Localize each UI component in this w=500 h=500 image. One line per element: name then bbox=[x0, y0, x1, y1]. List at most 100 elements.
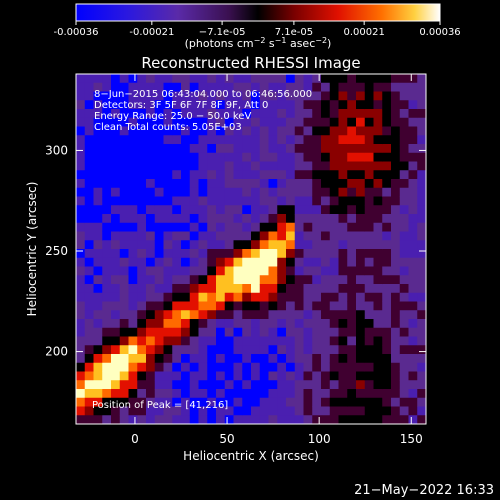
heatmap-cell bbox=[268, 327, 278, 337]
heatmap-cell bbox=[408, 389, 418, 399]
heatmap-cell bbox=[189, 117, 199, 127]
heatmap-cell bbox=[84, 74, 94, 84]
heatmap-cell bbox=[207, 301, 217, 311]
heatmap-cell bbox=[417, 319, 426, 329]
heatmap-cell bbox=[102, 196, 112, 206]
heatmap-cell bbox=[391, 205, 401, 215]
heatmap-cell bbox=[399, 109, 409, 119]
heatmap-cell bbox=[286, 319, 296, 329]
heatmap-cell bbox=[347, 82, 357, 92]
heatmap-cell bbox=[128, 345, 138, 355]
heatmap-cell bbox=[154, 319, 164, 329]
heatmap-cell bbox=[216, 284, 226, 294]
heatmap-cell bbox=[277, 415, 287, 424]
heatmap-cell bbox=[364, 415, 374, 424]
heatmap-cell bbox=[84, 100, 94, 110]
heatmap-cell bbox=[102, 275, 112, 285]
heatmap-cell bbox=[111, 179, 121, 189]
heatmap-cell bbox=[198, 319, 208, 329]
heatmap-cell bbox=[391, 319, 401, 329]
heatmap-cell bbox=[408, 284, 418, 294]
heatmap-cell bbox=[417, 249, 426, 259]
heatmap-cell bbox=[181, 380, 191, 390]
heatmap-cell bbox=[146, 415, 156, 424]
heatmap-cell bbox=[268, 109, 278, 119]
heatmap-cell bbox=[417, 380, 426, 390]
heatmap-cell bbox=[224, 380, 234, 390]
heatmap-cell bbox=[277, 187, 287, 197]
heatmap-cell bbox=[408, 205, 418, 215]
heatmap-cell bbox=[207, 389, 217, 399]
heatmap-cell bbox=[189, 371, 199, 381]
heatmap-cell bbox=[373, 231, 383, 241]
heatmap-cell bbox=[102, 406, 112, 416]
heatmap-cell bbox=[312, 144, 322, 154]
heatmap-cell bbox=[146, 240, 156, 250]
heatmap-cell bbox=[128, 74, 138, 84]
heatmap-cell bbox=[233, 362, 243, 372]
heatmap-cell bbox=[137, 345, 147, 355]
heatmap-cell bbox=[329, 301, 339, 311]
heatmap-cell bbox=[373, 161, 383, 171]
heatmap-cell bbox=[146, 371, 156, 381]
heatmap-cell bbox=[128, 292, 138, 302]
heatmap-cell bbox=[417, 179, 426, 189]
heatmap-cell bbox=[216, 249, 226, 259]
heatmap-cell bbox=[373, 240, 383, 250]
heatmap-cell bbox=[198, 240, 208, 250]
heatmap-cell bbox=[224, 100, 234, 110]
heatmap-cell bbox=[146, 292, 156, 302]
heatmap-cell bbox=[417, 406, 426, 416]
heatmap-cell bbox=[242, 415, 252, 424]
heatmap-cell bbox=[277, 266, 287, 276]
heatmap-cell bbox=[154, 354, 164, 364]
heatmap-cell bbox=[329, 91, 339, 101]
heatmap-cell bbox=[102, 222, 112, 232]
heatmap-cell bbox=[93, 196, 103, 206]
heatmap-cell bbox=[321, 170, 331, 180]
heatmap-cell bbox=[373, 117, 383, 127]
heatmap-cell bbox=[146, 196, 156, 206]
heatmap-cell bbox=[207, 362, 217, 372]
heatmap-cell bbox=[382, 117, 392, 127]
heatmap-cell bbox=[111, 170, 121, 180]
heatmap-cell bbox=[84, 205, 94, 215]
heatmap-cell bbox=[93, 74, 103, 84]
colorbar: -0.00036 -0.00021 −7.1e-05 7.1e-05 0.00021 0.… bbox=[54, 3, 461, 50]
heatmap-cell bbox=[329, 100, 339, 110]
heatmap-cell bbox=[233, 161, 243, 171]
heatmap-cell bbox=[347, 275, 357, 285]
heatmap-cell bbox=[312, 91, 322, 101]
heatmap-cell bbox=[111, 222, 121, 232]
heatmap-cell bbox=[216, 126, 226, 136]
heatmap-cell bbox=[189, 126, 199, 136]
heatmap-cell bbox=[233, 100, 243, 110]
heatmap-cell bbox=[391, 196, 401, 206]
heatmap-cell bbox=[294, 222, 304, 232]
heatmap-cell bbox=[128, 135, 138, 145]
heatmap-cell bbox=[163, 266, 173, 276]
heatmap-cell bbox=[356, 187, 366, 197]
heatmap-cell bbox=[154, 266, 164, 276]
heatmap-cell bbox=[268, 91, 278, 101]
heatmap-cell bbox=[294, 117, 304, 127]
heatmap-cell bbox=[312, 179, 322, 189]
heatmap-cell bbox=[128, 170, 138, 180]
heatmap-cell bbox=[399, 170, 409, 180]
heatmap-cell bbox=[347, 389, 357, 399]
heatmap-cell bbox=[102, 336, 112, 346]
heatmap-cell bbox=[356, 74, 366, 84]
heatmap-cell bbox=[338, 117, 348, 127]
heatmap-cell bbox=[408, 82, 418, 92]
heatmap-cell bbox=[119, 231, 129, 241]
heatmap-cell bbox=[189, 144, 199, 154]
heatmap-cell bbox=[111, 389, 121, 399]
heatmap-cell bbox=[312, 301, 322, 311]
heatmap-cell bbox=[303, 117, 313, 127]
heatmap-cell bbox=[146, 249, 156, 259]
heatmap-cell bbox=[294, 100, 304, 110]
heatmap-cell bbox=[242, 161, 252, 171]
heatmap-cell bbox=[128, 214, 138, 224]
heatmap-cell bbox=[189, 380, 199, 390]
heatmap-cell bbox=[163, 380, 173, 390]
